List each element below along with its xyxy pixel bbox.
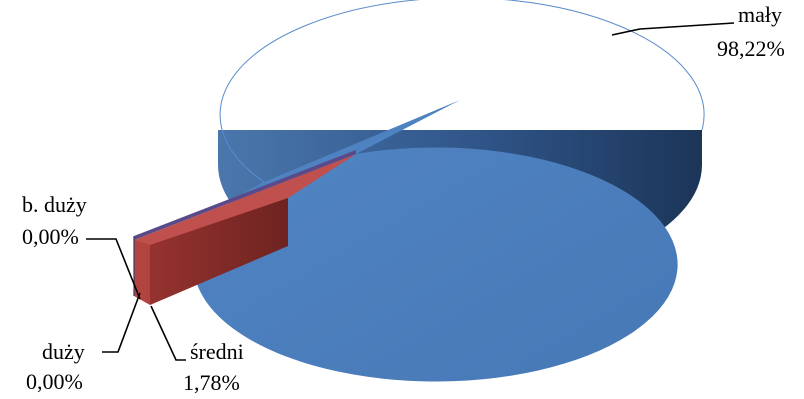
- label-sredni-name: średni: [190, 339, 244, 364]
- leader-maly: [611, 22, 735, 36]
- label-maly-name: mały: [738, 2, 782, 27]
- leader-sredni: [150, 305, 186, 361]
- slice-sredni-end: [134, 240, 150, 305]
- slice-maly-top-rim: [219, 0, 705, 183]
- label-maly-value: 98,22%: [717, 36, 785, 61]
- label-sredni-value: 1,78%: [183, 370, 240, 395]
- leader-b-duzy: [86, 238, 141, 300]
- leader-duzy: [102, 292, 141, 353]
- label-duzy-value: 0,00%: [26, 369, 83, 394]
- slice-sredni-front: [134, 198, 288, 305]
- label-b-duzy-name: b. duży: [22, 192, 87, 217]
- slice-sredni: [134, 154, 356, 305]
- slice-b-duzy: [134, 150, 356, 240]
- slice-sredni-top: [134, 154, 356, 245]
- label-duzy-name: duży: [42, 339, 85, 364]
- label-b-duzy-value: 0,00%: [22, 224, 79, 249]
